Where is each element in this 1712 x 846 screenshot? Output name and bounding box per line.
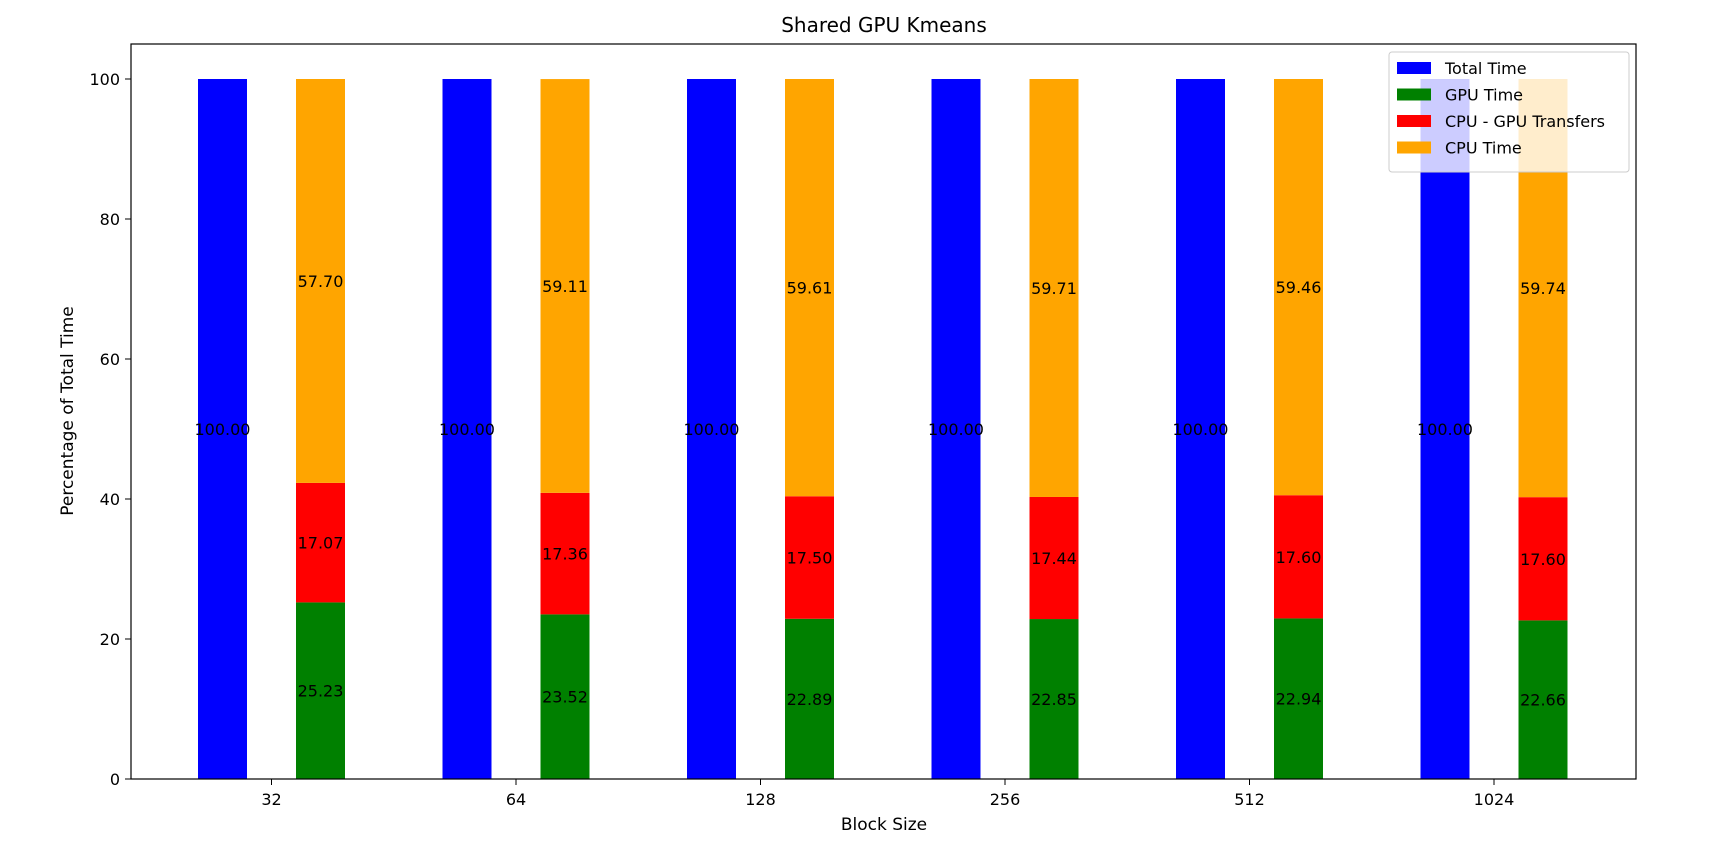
bar-cpu-time (540, 79, 590, 493)
x-tick-label: 1024 (1474, 790, 1515, 809)
legend-swatch-gpu-time (1397, 88, 1431, 101)
legend-label-cpu-gpu-transfers: CPU - GPU Transfers (1445, 112, 1605, 131)
data-label-cpu-gpu-transfers: 17.50 (787, 549, 833, 568)
bar-cpu-time (785, 79, 834, 497)
data-label-cpu-time: 59.46 (1276, 278, 1322, 297)
x-tick-label: 512 (1234, 790, 1265, 809)
bar-gpu-time (296, 602, 345, 779)
data-label-cpu-time: 59.71 (1031, 279, 1077, 298)
data-label-total-time: 100.00 (684, 420, 740, 439)
bar-cpu-gpu-transfers (1029, 496, 1079, 620)
data-label-gpu-time: 22.85 (1031, 690, 1077, 709)
data-label-cpu-gpu-transfers: 17.60 (1520, 550, 1566, 569)
y-tick-label: 100 (89, 70, 120, 89)
data-label-gpu-time: 22.94 (1276, 690, 1322, 709)
bar-gpu-time (1274, 618, 1323, 779)
legend-swatch-cpu-gpu-transfers (1397, 115, 1431, 127)
bar-cpu-gpu-transfers (296, 482, 345, 603)
data-label-cpu-time: 59.74 (1520, 279, 1566, 298)
bar-cpu-gpu-transfers (1518, 497, 1568, 621)
x-axis-label: Block Size (841, 815, 927, 835)
data-label-cpu-gpu-transfers: 17.44 (1031, 549, 1077, 568)
bar-gpu-time (1029, 619, 1079, 779)
data-label-total-time: 100.00 (1173, 420, 1229, 439)
y-tick-label: 20 (100, 630, 120, 649)
x-tick-label: 64 (506, 790, 526, 809)
data-label-cpu-gpu-transfers: 17.07 (298, 534, 344, 553)
y-tick-label: 60 (100, 350, 120, 369)
data-label-cpu-gpu-transfers: 17.36 (542, 545, 588, 564)
data-label-cpu-time: 57.70 (298, 272, 344, 291)
data-label-total-time: 100.00 (195, 420, 251, 439)
legend: Total Time GPU Time CPU - GPU Transfers CPU… (1388, 51, 1630, 173)
data-label-gpu-time: 23.52 (542, 688, 588, 707)
bar-gpu-time (1518, 620, 1568, 779)
data-label-gpu-time: 22.89 (787, 690, 833, 709)
bars-layer (198, 79, 1568, 779)
x-tick-label: 32 (261, 790, 281, 809)
data-label-cpu-time: 59.61 (787, 279, 833, 298)
legend-label-cpu-time: CPU Time (1445, 139, 1522, 158)
bar-total-time (1176, 79, 1225, 779)
bar-cpu-time (1029, 79, 1079, 497)
y-tick-label: 80 (100, 210, 120, 229)
y-axis-label: Percentage of Total Time (58, 306, 78, 516)
bar-gpu-time (785, 618, 834, 779)
bar-cpu-gpu-transfers (785, 496, 834, 619)
y-axis: 0 20 40 60 80 100 (89, 70, 131, 789)
data-label-total-time: 100.00 (1417, 420, 1473, 439)
data-label-gpu-time: 22.66 (1520, 691, 1566, 710)
plot-frame (130, 43, 1637, 780)
data-label-total-time: 100.00 (928, 420, 984, 439)
legend-swatch-total-time (1397, 62, 1431, 74)
data-label-cpu-time: 59.11 (542, 277, 588, 296)
x-tick-label: 128 (745, 790, 776, 809)
bar-total-time (198, 79, 247, 779)
y-tick-label: 0 (110, 770, 120, 789)
x-axis: 32 64 128 256 512 1024 (261, 779, 1514, 809)
bar-cpu-time (1274, 79, 1323, 496)
legend-swatch-cpu-time (1397, 141, 1431, 154)
legend-label-gpu-time: GPU Time (1445, 86, 1523, 105)
legend-label-total-time: Total Time (1444, 59, 1527, 78)
bar-total-time (442, 79, 492, 779)
y-tick-label: 40 (100, 490, 120, 509)
bar-gpu-time (540, 614, 590, 779)
x-tick-label: 256 (990, 790, 1021, 809)
bar-total-time (1420, 79, 1470, 779)
data-label-gpu-time: 25.23 (298, 682, 344, 701)
legend-box (1388, 51, 1630, 173)
bar-cpu-gpu-transfers (540, 492, 590, 615)
data-label-total-time: 100.00 (439, 420, 495, 439)
data-label-cpu-gpu-transfers: 17.60 (1276, 548, 1322, 567)
bar-cpu-time (296, 79, 345, 483)
bar-total-time (931, 79, 981, 779)
bar-total-time (687, 79, 736, 779)
chart-title: Shared GPU Kmeans (781, 13, 987, 37)
bar-cpu-gpu-transfers (1274, 495, 1323, 619)
data-labels-layer: 100.00 25.23 17.07 57.70 100.00 23.52 17.36 59.… (195, 272, 1566, 710)
